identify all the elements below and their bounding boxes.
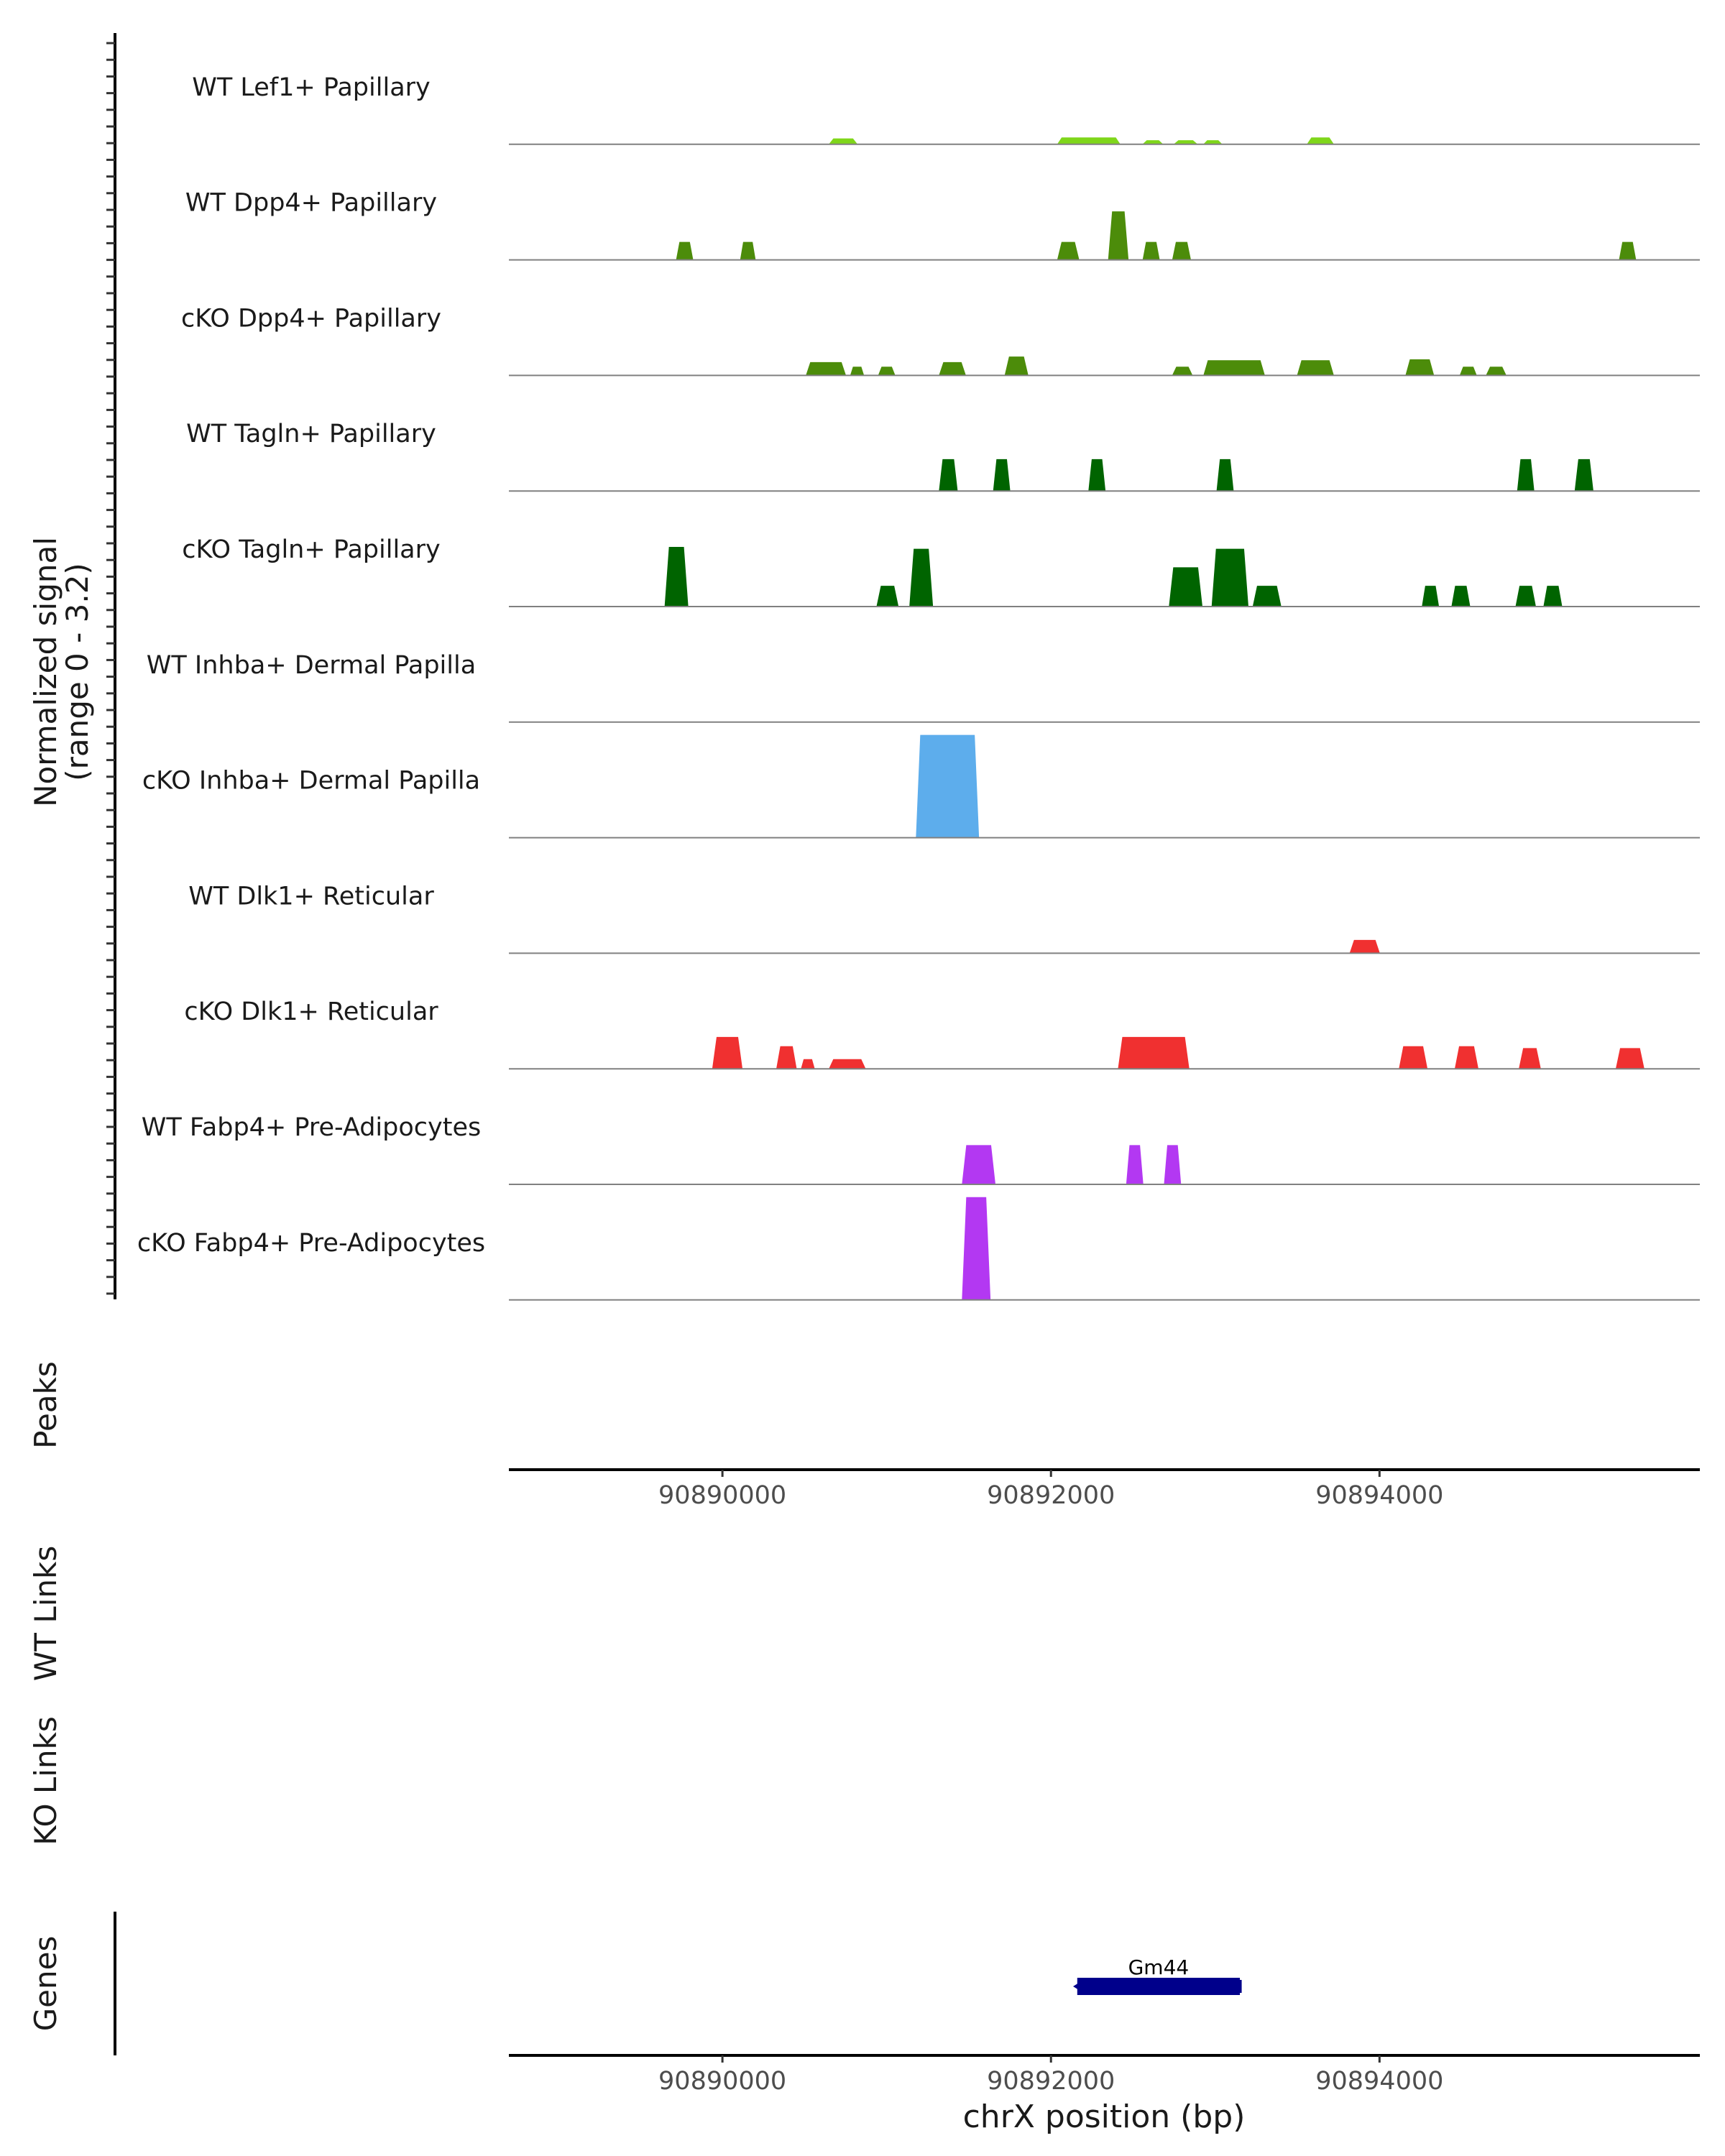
gene-body xyxy=(1077,1978,1241,1995)
track-label: cKO Inhba+ Dermal Papilla xyxy=(142,767,480,796)
signal-y-ticks xyxy=(106,42,115,1295)
track-10: cKO Fabp4+ Pre-Adipocytes xyxy=(137,1197,1700,1301)
track-label: WT Fabp4+ Pre-Adipocytes xyxy=(142,1113,481,1142)
track-2: cKO Dpp4+ Papillary xyxy=(181,304,1700,377)
coverage-peak xyxy=(993,459,1011,492)
gene-annotation: Gm44 xyxy=(1073,1955,1242,1995)
x-tick-label: 90890000 xyxy=(658,1481,786,1510)
coverage-peak xyxy=(1216,459,1234,492)
coverage-peak xyxy=(1518,1048,1541,1069)
track-3: WT Tagln+ Papillary xyxy=(186,420,1700,492)
coverage-peak xyxy=(1543,586,1563,607)
coverage-peak xyxy=(1252,586,1282,607)
coverage-peak xyxy=(676,241,694,261)
track-1: WT Dpp4+ Papillary xyxy=(185,189,1700,261)
coverage-peak xyxy=(1172,241,1192,261)
x-tick-label: 90892000 xyxy=(987,1481,1115,1510)
coverage-peak xyxy=(876,586,899,607)
track-4: cKO Tagln+ Papillary xyxy=(182,535,1700,607)
track-6: cKO Inhba+ Dermal Papilla xyxy=(142,734,1700,839)
x-tick-label: 90892000 xyxy=(987,2067,1115,2096)
coverage-peak xyxy=(776,1046,797,1069)
coverage-peak xyxy=(939,361,967,376)
coverage-peak xyxy=(712,1036,743,1069)
coverage-peak xyxy=(1615,1048,1644,1069)
coverage-peak xyxy=(1422,586,1440,607)
coverage-peak xyxy=(828,1059,866,1069)
coverage-peak xyxy=(805,361,847,376)
coverage-peak xyxy=(1399,1046,1428,1069)
x-axis-title: chrX position (bp) xyxy=(963,2099,1246,2135)
coverage-peak xyxy=(1297,360,1334,376)
track-label: WT Inhba+ Dermal Papilla xyxy=(147,651,476,680)
coverage-peak xyxy=(1164,1145,1182,1185)
coverage-peak xyxy=(1004,356,1029,376)
coverage-peak xyxy=(1211,548,1249,607)
coverage-peak xyxy=(828,138,858,145)
x-tick-label: 90894000 xyxy=(1315,1481,1443,1510)
coverage-peak xyxy=(1108,211,1129,261)
coverage-peak xyxy=(939,459,958,492)
gene-name-label: Gm44 xyxy=(1128,1955,1190,1979)
track-label: WT Dlk1+ Reticular xyxy=(188,882,434,911)
coverage-peak xyxy=(1172,367,1193,376)
x-tick-label: 90890000 xyxy=(658,2067,786,2096)
track-label: WT Tagln+ Papillary xyxy=(186,420,436,448)
coverage-peak xyxy=(1349,939,1381,954)
coverage-peak xyxy=(1169,567,1203,607)
signal-axis-title-line2: (range 0 - 3.2) xyxy=(60,563,95,781)
coverage-peak xyxy=(962,1197,991,1301)
track-label: cKO Fabp4+ Pre-Adipocytes xyxy=(137,1229,485,1258)
peaks-track-label: Peaks xyxy=(28,1361,63,1449)
coverage-peak xyxy=(916,734,980,839)
x-tick-label: 90894000 xyxy=(1315,2067,1443,2096)
coverage-peak xyxy=(1459,367,1477,376)
signal-tracks: WT Lef1+ Papillary WT Dpp4+ Papillary cKO … xyxy=(137,73,1700,1301)
coverage-peak xyxy=(1306,137,1335,145)
coverage-peak xyxy=(1405,359,1435,376)
track-label: cKO Dpp4+ Papillary xyxy=(181,304,441,333)
coverage-peak xyxy=(1203,360,1266,376)
coverage-peak xyxy=(850,367,865,376)
track-9: WT Fabp4+ Pre-Adipocytes xyxy=(142,1113,1700,1185)
track-label: cKO Tagln+ Papillary xyxy=(182,535,441,564)
coverage-peak xyxy=(1057,241,1080,261)
coverage-peak xyxy=(1142,241,1160,261)
coverage-peak xyxy=(1118,1036,1190,1069)
coverage-peak xyxy=(909,548,934,607)
coverage-peak xyxy=(1515,586,1537,607)
track-8: cKO Dlk1+ Reticular xyxy=(184,998,1700,1070)
coverage-peak xyxy=(1057,137,1121,145)
gene-strand-arrow xyxy=(1073,1978,1088,1995)
coverage-peak xyxy=(740,241,756,261)
track-label: cKO Dlk1+ Reticular xyxy=(184,998,438,1026)
coverage-peak xyxy=(1126,1145,1144,1185)
coverage-peak xyxy=(1517,459,1535,492)
track-5: WT Inhba+ Dermal Papilla xyxy=(147,651,1700,723)
coverage-peak xyxy=(1486,367,1507,376)
track-7: WT Dlk1+ Reticular xyxy=(188,882,1700,954)
coverage-peak xyxy=(878,367,896,376)
coverage-peak xyxy=(1088,459,1106,492)
coverage-peak xyxy=(1451,586,1471,607)
track-label: WT Lef1+ Papillary xyxy=(192,73,431,102)
track-label: WT Dpp4+ Papillary xyxy=(185,189,437,218)
ko-links-label: KO Links xyxy=(28,1716,63,1846)
coverage-peak xyxy=(962,1145,996,1185)
peaks-x-ticks: 90890000 90892000 90894000 xyxy=(658,1470,1443,1510)
coverage-peak xyxy=(1574,459,1594,492)
coverage-peak xyxy=(664,547,689,607)
coverage-peak xyxy=(1454,1046,1479,1069)
genes-x-ticks: 90890000 90892000 90894000 xyxy=(658,2055,1443,2096)
wt-links-label: WT Links xyxy=(28,1546,63,1681)
coverage-peak xyxy=(1619,241,1637,261)
track-0: WT Lef1+ Papillary xyxy=(192,73,1700,145)
signal-axis-title-line1: Normalized signal xyxy=(28,537,63,807)
coverage-peak xyxy=(801,1059,815,1069)
genes-track-label: Genes xyxy=(28,1936,63,2032)
